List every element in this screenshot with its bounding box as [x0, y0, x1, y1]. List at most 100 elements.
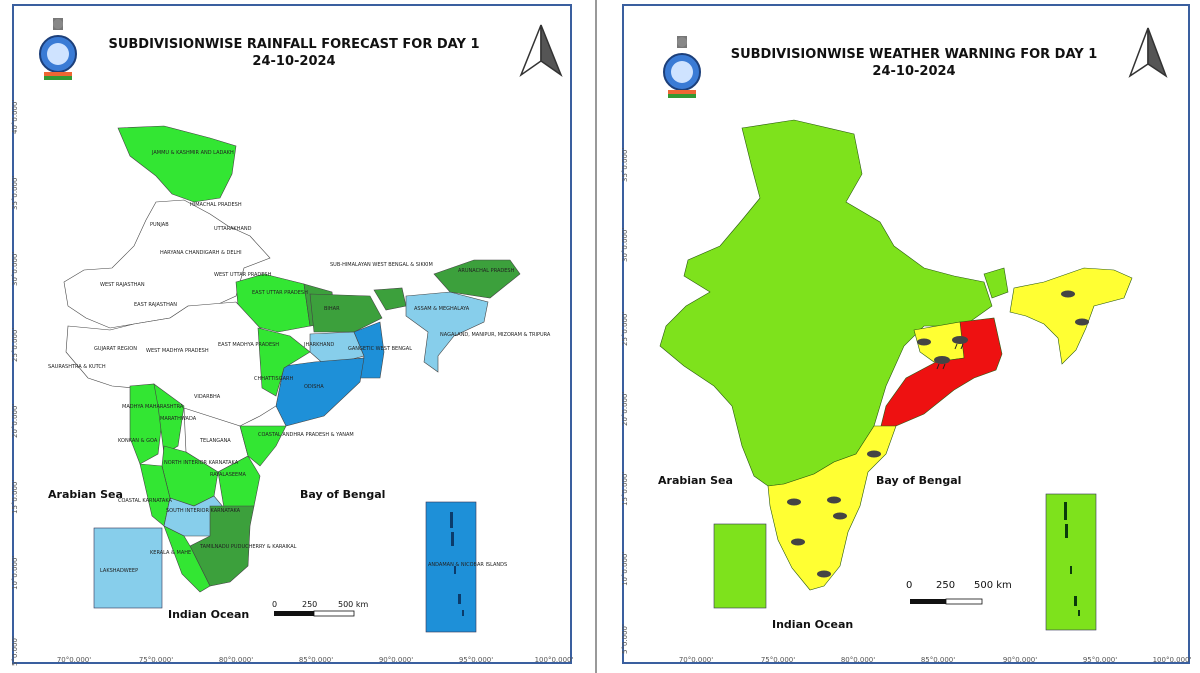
- label-odisha: ODISHA: [304, 384, 324, 390]
- label-arabian-sea: Arabian Sea: [48, 488, 123, 501]
- region-coastal-ap: [239, 425, 287, 467]
- label-east-mp: EAST MADHYA PRADESH: [218, 342, 279, 348]
- label-west-rajasthan: WEST RAJASTHAN: [100, 282, 145, 288]
- lon-tick-85: 85°0.000': [920, 656, 956, 664]
- lat-tick-30: 30°0.000': [621, 227, 629, 262]
- label-chhattisgarh: CHHATTISGARH: [254, 376, 293, 382]
- region-chhattisgarh: [257, 327, 311, 397]
- label-konkan: KONKAN & GOA: [118, 438, 158, 444]
- warning-title-line1: SUBDIVISIONWISE WEATHER WARNING FOR DAY …: [730, 47, 1098, 62]
- label-bay-of-bengal: Bay of Bengal: [876, 474, 962, 487]
- imd-emblem: [663, 36, 701, 98]
- warning-region-south: [767, 425, 897, 591]
- region-assam: [405, 291, 489, 373]
- lat-tick-10: 10°0.000': [621, 551, 629, 586]
- lon-tick-80: 80°0.000': [840, 656, 876, 664]
- lat-tick-20: 20°0.000': [11, 403, 19, 438]
- lon-tick-75: 75°0.000': [760, 656, 796, 664]
- label-west-mp: WEST MADHYA PRADESH: [146, 348, 209, 354]
- storm-icon: [917, 338, 931, 346]
- lon-tick-85: 85°0.000': [298, 656, 334, 664]
- lat-tick-25: 25°0.000': [621, 311, 629, 346]
- scale-250: 250: [936, 580, 956, 591]
- lon-tick-95: 95°0.000': [1082, 656, 1118, 664]
- inset-andaman: [1045, 493, 1097, 631]
- label-madhya-maharashtra: MADHYA MAHARASHTRA: [122, 404, 184, 410]
- lon-tick-80: 80°0.000': [218, 656, 254, 664]
- lat-tick-30: 30°0.000': [11, 251, 19, 286]
- lat-tick-35: 35°0.000': [11, 175, 19, 210]
- label-bay-of-bengal: Bay of Bengal: [300, 488, 386, 501]
- storm-icon: [791, 538, 805, 546]
- lat-tick-20: 20°0.000': [621, 391, 629, 426]
- region-gwb: [353, 321, 385, 379]
- north-arrow: [519, 24, 563, 78]
- warning-region-ne: [1009, 267, 1133, 365]
- label-gujarat: GUJARAT REGION: [94, 346, 137, 352]
- rainfall-forecast-panel: SUBDIVISIONWISE RAINFALL FORECAST FOR DA…: [11, 4, 574, 666]
- label-west-up: WEST UTTAR PRADESH: [214, 272, 272, 278]
- region-bihar: [309, 293, 383, 333]
- label-bihar: BIHAR: [324, 306, 340, 312]
- storm-icon: [867, 450, 881, 458]
- storm-icon: [787, 498, 801, 506]
- lon-tick-100: 100°0.000': [1152, 656, 1192, 664]
- warning-region-north-central: [659, 119, 993, 487]
- rainfall-map-title: SUBDIVISIONWISE RAINFALL FORECAST FOR DA…: [74, 36, 514, 70]
- lat-tick-10: 10°0.000': [11, 555, 19, 590]
- imd-emblem: [39, 18, 77, 80]
- andaman-islands: [450, 512, 464, 616]
- warning-map-canvas: [659, 27, 1168, 631]
- lat-tick-5: 5°0.000': [11, 636, 19, 666]
- label-andaman: ANDAMAN & NICOBAR ISLANDS: [428, 562, 507, 568]
- storm-icon: [827, 496, 841, 504]
- scale-250: 250: [302, 600, 318, 609]
- rainfall-map-canvas: JAMMU & KASHMIR AND LADAKH HIMACHAL PRAD…: [39, 18, 563, 633]
- lon-tick-95: 95°0.000': [458, 656, 494, 664]
- lat-tick-40: 40°0.000': [11, 99, 19, 134]
- warning-region-shwb: [983, 267, 1009, 299]
- label-ck: COASTAL KARNATAKA: [118, 498, 173, 504]
- warning-title-date: 24-10-2024: [872, 64, 956, 79]
- storm-icon: [952, 336, 968, 350]
- label-gwb: GANGETIC WEST BENGAL: [348, 346, 412, 352]
- storm-icon: [934, 356, 950, 370]
- lon-tick-75: 75°0.000': [138, 656, 174, 664]
- region-odisha: [275, 357, 365, 427]
- storm-icon: [817, 570, 831, 578]
- warning-scale-bar: [910, 598, 983, 605]
- lon-tick-100: 100°0.000': [534, 656, 574, 664]
- label-assam: ASSAM & MEGHALAYA: [414, 306, 470, 312]
- label-punjab: PUNJAB: [150, 222, 169, 228]
- rainfall-title-date: 24-10-2024: [252, 54, 336, 69]
- scale-0: 0: [906, 580, 913, 591]
- region-rayalaseema: [217, 455, 261, 509]
- label-hp: HIMACHAL PRADESH: [190, 202, 242, 208]
- label-haryana: HARYANA CHANDIGARH & DELHI: [160, 250, 242, 256]
- lat-tick-15: 15°0.000': [11, 479, 19, 514]
- label-tn: TAMILNADU PUDUCHERRY & KARAIKAL: [199, 544, 297, 550]
- storm-icon: [833, 512, 847, 520]
- label-kerala: KERALA & MAHE: [150, 550, 191, 556]
- region-arunachal: [433, 259, 521, 299]
- lon-tick-70: 70°0.000': [56, 656, 92, 664]
- region-jammu-kashmir: [117, 125, 237, 203]
- lon-tick-90: 90°0.000': [1002, 656, 1038, 664]
- lat-tick-15: 15°0.000': [621, 471, 629, 506]
- india-rainfall-map: [63, 125, 521, 593]
- scale-500: 500 km: [974, 580, 1012, 591]
- label-uttarakhand: UTTARAKHAND: [214, 226, 252, 232]
- thunderstorm-icons: [787, 290, 1089, 578]
- lat-tick-5: 5°0.000': [621, 624, 629, 654]
- label-jharkhand: JHARKHAND: [303, 342, 334, 348]
- label-coastal-ap: COASTAL ANDHRA PRADESH & YANAM: [258, 432, 354, 438]
- inset-lakshadweep: [713, 523, 767, 609]
- label-indian-ocean: Indian Ocean: [772, 618, 854, 631]
- warning-map-title: SUBDIVISIONWISE WEATHER WARNING FOR DAY …: [694, 46, 1134, 80]
- label-indian-ocean: Indian Ocean: [168, 608, 250, 621]
- label-arunachal: ARUNACHAL PRADESH: [458, 268, 515, 274]
- andaman-islands: [1064, 502, 1080, 616]
- label-east-rajasthan: EAST RAJASTHAN: [134, 302, 177, 308]
- scale-0: 0: [272, 600, 278, 609]
- label-rayalaseema: RAYALASEEMA: [210, 472, 247, 478]
